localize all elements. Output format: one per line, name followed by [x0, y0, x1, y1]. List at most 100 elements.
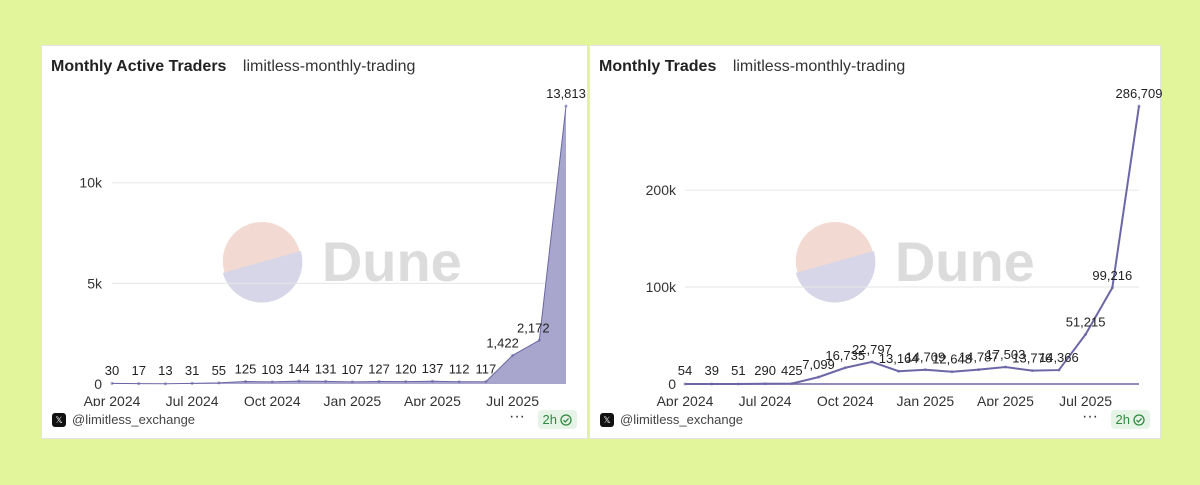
watermark-circle-bottom — [222, 251, 303, 303]
data-point — [1003, 365, 1007, 369]
data-label: 117 — [476, 362, 497, 377]
x-tick-label: Apr 2024 — [84, 393, 141, 406]
more-options-icon[interactable]: ··· — [509, 408, 525, 425]
data-point — [870, 360, 874, 364]
data-point — [1057, 368, 1061, 372]
data-label: 16,735 — [825, 348, 865, 363]
data-point — [537, 338, 541, 342]
data-point — [377, 379, 381, 383]
data-label: 13 — [158, 363, 172, 378]
x-tick-label: Jan 2025 — [897, 393, 955, 406]
chart-title[interactable]: Monthly Trades — [599, 58, 717, 75]
y-tick-label: 10k — [79, 175, 103, 191]
y-tick-label: 5k — [87, 275, 103, 291]
refresh-age: 2h — [542, 412, 557, 427]
data-label: 51 — [731, 363, 745, 378]
data-label: 2,172 — [517, 320, 550, 335]
panel-footer: 𝕏 @limitless_exchange ··· 2h — [52, 408, 577, 430]
data-point — [217, 381, 221, 385]
x-tick-label: Oct 2024 — [817, 393, 874, 406]
data-label: 22,797 — [852, 342, 892, 357]
data-point — [430, 379, 434, 383]
panel-header: Monthly Active Traders limitless-monthly… — [51, 58, 415, 76]
x-logo-icon: 𝕏 — [52, 413, 66, 427]
data-point — [244, 379, 248, 383]
data-point — [324, 379, 328, 383]
data-point — [817, 375, 821, 379]
data-label: 127 — [368, 361, 390, 376]
refresh-age: 2h — [1115, 412, 1130, 427]
data-point — [977, 368, 981, 372]
data-label: 51,215 — [1066, 314, 1106, 329]
chart-panel-monthly-active-traders: Monthly Active Traders limitless-monthly… — [41, 45, 588, 439]
x-tick-label: Jan 2025 — [324, 393, 382, 406]
data-label: 425 — [781, 363, 803, 378]
data-point — [297, 379, 301, 383]
watermark-text: Dune — [895, 230, 1035, 293]
x-tick-label: Apr 2025 — [977, 393, 1034, 406]
data-label: 54 — [678, 363, 692, 378]
data-label: 99,216 — [1092, 268, 1132, 283]
data-label: 13,164 — [879, 351, 919, 366]
data-point — [511, 353, 515, 357]
data-label: 1,422 — [486, 335, 519, 350]
data-label: 286,709 — [1116, 86, 1163, 101]
data-label: 12,648 — [932, 352, 972, 367]
data-label: 14,709 — [905, 350, 945, 365]
watermark-text: Dune — [322, 230, 462, 293]
chart-panel-monthly-trades: Monthly Trades limitless-monthly-trading… — [589, 45, 1163, 439]
data-point — [564, 104, 568, 108]
data-point — [1084, 332, 1088, 336]
line-series — [684, 105, 1140, 385]
refresh-status-badge[interactable]: 2h — [1110, 410, 1150, 429]
x-tick-label: Oct 2024 — [244, 393, 301, 406]
x-tick-label: Jul 2024 — [739, 393, 792, 406]
x-tick-label: Jul 2025 — [1059, 393, 1112, 406]
check-circle-icon — [560, 413, 572, 426]
data-label: 120 — [395, 362, 417, 377]
panel-footer: 𝕏 @limitless_exchange ··· 2h — [600, 408, 1150, 430]
chart-area-monthly-trades: Dune 0 100k 200k 54 39 51 290 425 7,09916,73522,7… — [646, 86, 1163, 406]
data-label: 14,787 — [959, 350, 999, 365]
data-point — [1137, 104, 1141, 108]
data-point — [790, 382, 794, 386]
y-tick-label: 0 — [668, 376, 676, 392]
data-point — [710, 382, 714, 386]
data-label: 131 — [315, 361, 337, 376]
query-name[interactable]: limitless-monthly-trading — [732, 58, 906, 75]
data-label: 17,503 — [986, 347, 1026, 362]
area-series-fill — [112, 106, 566, 384]
watermark-circle-bottom — [795, 251, 876, 303]
data-label: 7,099 — [802, 357, 835, 372]
data-label: 290 — [754, 363, 776, 378]
data-label: 14,366 — [1039, 350, 1079, 365]
author-handle[interactable]: @limitless_exchange — [620, 412, 744, 427]
query-name[interactable]: limitless-monthly-trading — [242, 58, 416, 75]
chart-area-monthly-active-traders: Dune 0 5k 10k 30 17 13 31 55 125 103 144 131 107 127 12… — [79, 86, 585, 406]
data-label: 144 — [288, 361, 310, 376]
data-point — [843, 366, 847, 370]
data-point — [683, 382, 687, 386]
check-circle-icon — [1133, 413, 1145, 426]
more-options-icon[interactable]: ··· — [1082, 408, 1098, 425]
refresh-status-badge[interactable]: 2h — [537, 410, 577, 429]
data-label: 31 — [185, 363, 199, 378]
data-point — [950, 370, 954, 374]
data-point — [484, 380, 488, 384]
data-label: 13,776 — [1012, 351, 1052, 366]
chart-title[interactable]: Monthly Active Traders — [51, 58, 227, 75]
data-label: 137 — [422, 361, 444, 376]
author-handle[interactable]: @limitless_exchange — [72, 412, 196, 427]
data-label: 125 — [235, 361, 257, 376]
y-tick-label: 200k — [646, 182, 677, 198]
data-label: 55 — [212, 363, 226, 378]
data-label: 30 — [105, 363, 119, 378]
data-point — [1030, 369, 1034, 373]
dune-watermark: Dune — [795, 222, 1035, 303]
data-label: 112 — [449, 362, 470, 377]
area-series-edge — [111, 105, 567, 385]
data-point — [736, 382, 740, 386]
data-point — [457, 380, 461, 384]
data-point — [897, 369, 901, 373]
data-label: 103 — [261, 362, 283, 377]
